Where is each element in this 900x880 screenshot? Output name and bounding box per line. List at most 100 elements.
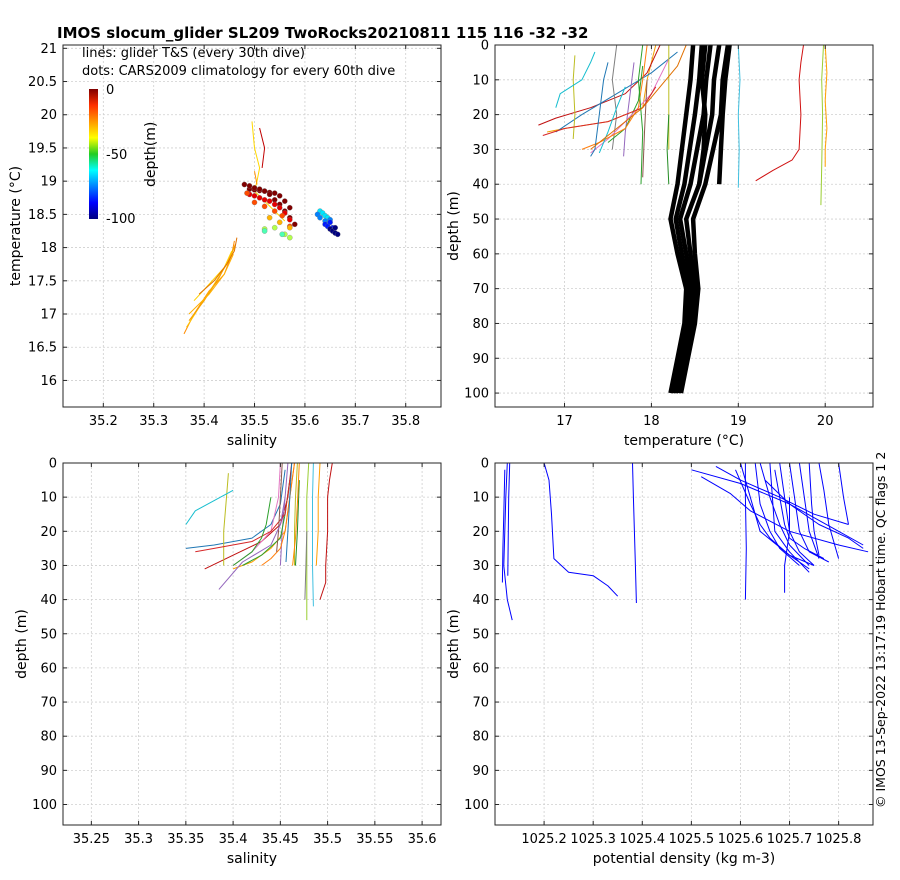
climatology-dot xyxy=(332,224,338,231)
glider-profile-line xyxy=(295,480,300,566)
y-tick-label: 60 xyxy=(40,661,57,676)
x-tick-label: 35.6 xyxy=(290,414,319,429)
glider-profile-line xyxy=(507,463,511,576)
axes-frame xyxy=(494,462,874,826)
legend-dots-text: dots: CARS2009 climatology for every 60t… xyxy=(82,64,395,79)
glider-profile-line xyxy=(818,463,840,559)
x-axis-label: salinity xyxy=(227,851,277,867)
colorbar-gradient xyxy=(89,89,98,219)
colorbar-tick: -50 xyxy=(106,148,127,163)
y-tick-label: 18.5 xyxy=(28,208,57,223)
glider-profile-line xyxy=(637,45,644,185)
y-tick-label: 20.5 xyxy=(28,75,57,90)
climatology-dot xyxy=(241,181,248,188)
glider-profile-line xyxy=(838,463,849,525)
glider-profile-line xyxy=(259,127,266,168)
x-tick-label: 35.55 xyxy=(356,832,393,847)
colorbar-tick: -100 xyxy=(106,212,136,227)
glider-profile-line xyxy=(590,45,687,150)
x-axis-label: potential density (kg m-3) xyxy=(593,851,775,867)
y-tick-label: 20 xyxy=(472,525,489,540)
glider-profile-line xyxy=(315,463,321,566)
axes-frame xyxy=(62,44,442,408)
y-tick-label: 90 xyxy=(472,352,489,367)
climatology-dot xyxy=(251,199,258,206)
x-tick-label: 1025.8 xyxy=(816,832,862,847)
climatology-dot xyxy=(276,219,283,226)
climatology-dot xyxy=(271,224,278,231)
salinity-depth-panel: 35.25 35.3 35.35 35.4 35.45 35.5 35.55 35.6 0 10 2… xyxy=(14,457,442,867)
y-tick-label: 20 xyxy=(40,525,57,540)
y-tick-label: 80 xyxy=(40,730,57,745)
climatology-dot xyxy=(261,197,268,203)
climatology-dot xyxy=(276,204,283,211)
y-tick-label: 21 xyxy=(40,42,57,57)
climatology-dot xyxy=(279,231,285,238)
climatology-dot xyxy=(287,234,293,241)
glider-profile-line xyxy=(666,114,670,185)
climatology-dot xyxy=(334,231,341,238)
glider-profile-line xyxy=(590,62,609,157)
climatology-dot xyxy=(282,198,288,204)
climatology-dot xyxy=(271,208,278,214)
x-tick-label: 18 xyxy=(643,414,660,429)
y-tick-label: 40 xyxy=(472,178,489,193)
climatology-dot xyxy=(266,214,273,221)
x-tick-label: 35.3 xyxy=(139,414,168,429)
glider-profile-line xyxy=(623,62,635,157)
glider-profile-line xyxy=(186,247,235,328)
sal-plot-area xyxy=(185,463,333,621)
climatology-dot xyxy=(261,203,268,210)
glider-profile-line xyxy=(543,463,619,597)
climatology-dot xyxy=(261,228,268,234)
x-tick-label: 1025.2 xyxy=(521,832,567,847)
legend-lines-text: lines: glider T&S (every 30th dive) xyxy=(82,46,305,61)
climatology-dot xyxy=(251,193,258,199)
y-tick-label: 10 xyxy=(472,73,489,88)
climatology-dot xyxy=(266,198,273,204)
glider-profile-line xyxy=(188,244,236,322)
glider-profile-line xyxy=(754,463,800,566)
glider-profile-line xyxy=(542,86,657,136)
y-tick-label: 0 xyxy=(49,457,57,472)
glider-profile-line xyxy=(740,463,810,570)
climatology-dot xyxy=(287,216,293,223)
glider-profile-line xyxy=(185,469,286,549)
climatology-dot xyxy=(271,197,278,203)
glider-profile-line xyxy=(555,51,596,108)
glider-profile-line xyxy=(319,463,333,600)
climatology-profile xyxy=(676,45,722,394)
glider-profile-line xyxy=(292,463,300,566)
ts-plot-area xyxy=(183,121,341,335)
glider-profile-line xyxy=(581,45,648,150)
climatology-dot xyxy=(271,201,278,208)
glider-profile-line xyxy=(279,463,289,566)
glider-profile-line xyxy=(598,86,626,154)
colorbar-tick: 0 xyxy=(106,83,114,98)
figure-title: IMOS slocum_glider SL209 TwoRocks2021081… xyxy=(57,24,588,42)
y-tick-label: 30 xyxy=(472,143,489,158)
climatology-dot xyxy=(266,191,273,198)
y-tick-label: 100 xyxy=(464,798,489,813)
glider-profile-line xyxy=(764,479,864,549)
glider-profile-line xyxy=(185,489,234,525)
x-tick-label: 1025.5 xyxy=(669,832,715,847)
glider-profile-line xyxy=(312,463,314,607)
y-tick-label: 90 xyxy=(472,764,489,779)
x-axis-label: salinity xyxy=(227,433,277,449)
glider-profile-line xyxy=(789,463,830,563)
glider-profile-line xyxy=(188,253,234,315)
y-tick-label: 19.5 xyxy=(28,141,57,156)
y-tick-label: 16 xyxy=(40,374,57,389)
glider-profile-line xyxy=(306,463,310,621)
x-tick-label: 35.6 xyxy=(408,832,437,847)
x-axis-label: temperature (°C) xyxy=(624,433,744,449)
y-tick-label: 0 xyxy=(481,39,489,54)
x-tick-label: 20 xyxy=(817,414,834,429)
y-axis-label: depth (m) xyxy=(446,609,462,679)
y-tick-label: 70 xyxy=(472,282,489,297)
y-tick-label: 17.5 xyxy=(28,274,57,289)
glider-profile-line xyxy=(232,463,281,566)
y-tick-label: 19 xyxy=(40,175,57,190)
density-depth-panel: 1025.2 1025.3 1025.4 1025.5 1025.6 1025.7 1025… xyxy=(446,457,874,867)
